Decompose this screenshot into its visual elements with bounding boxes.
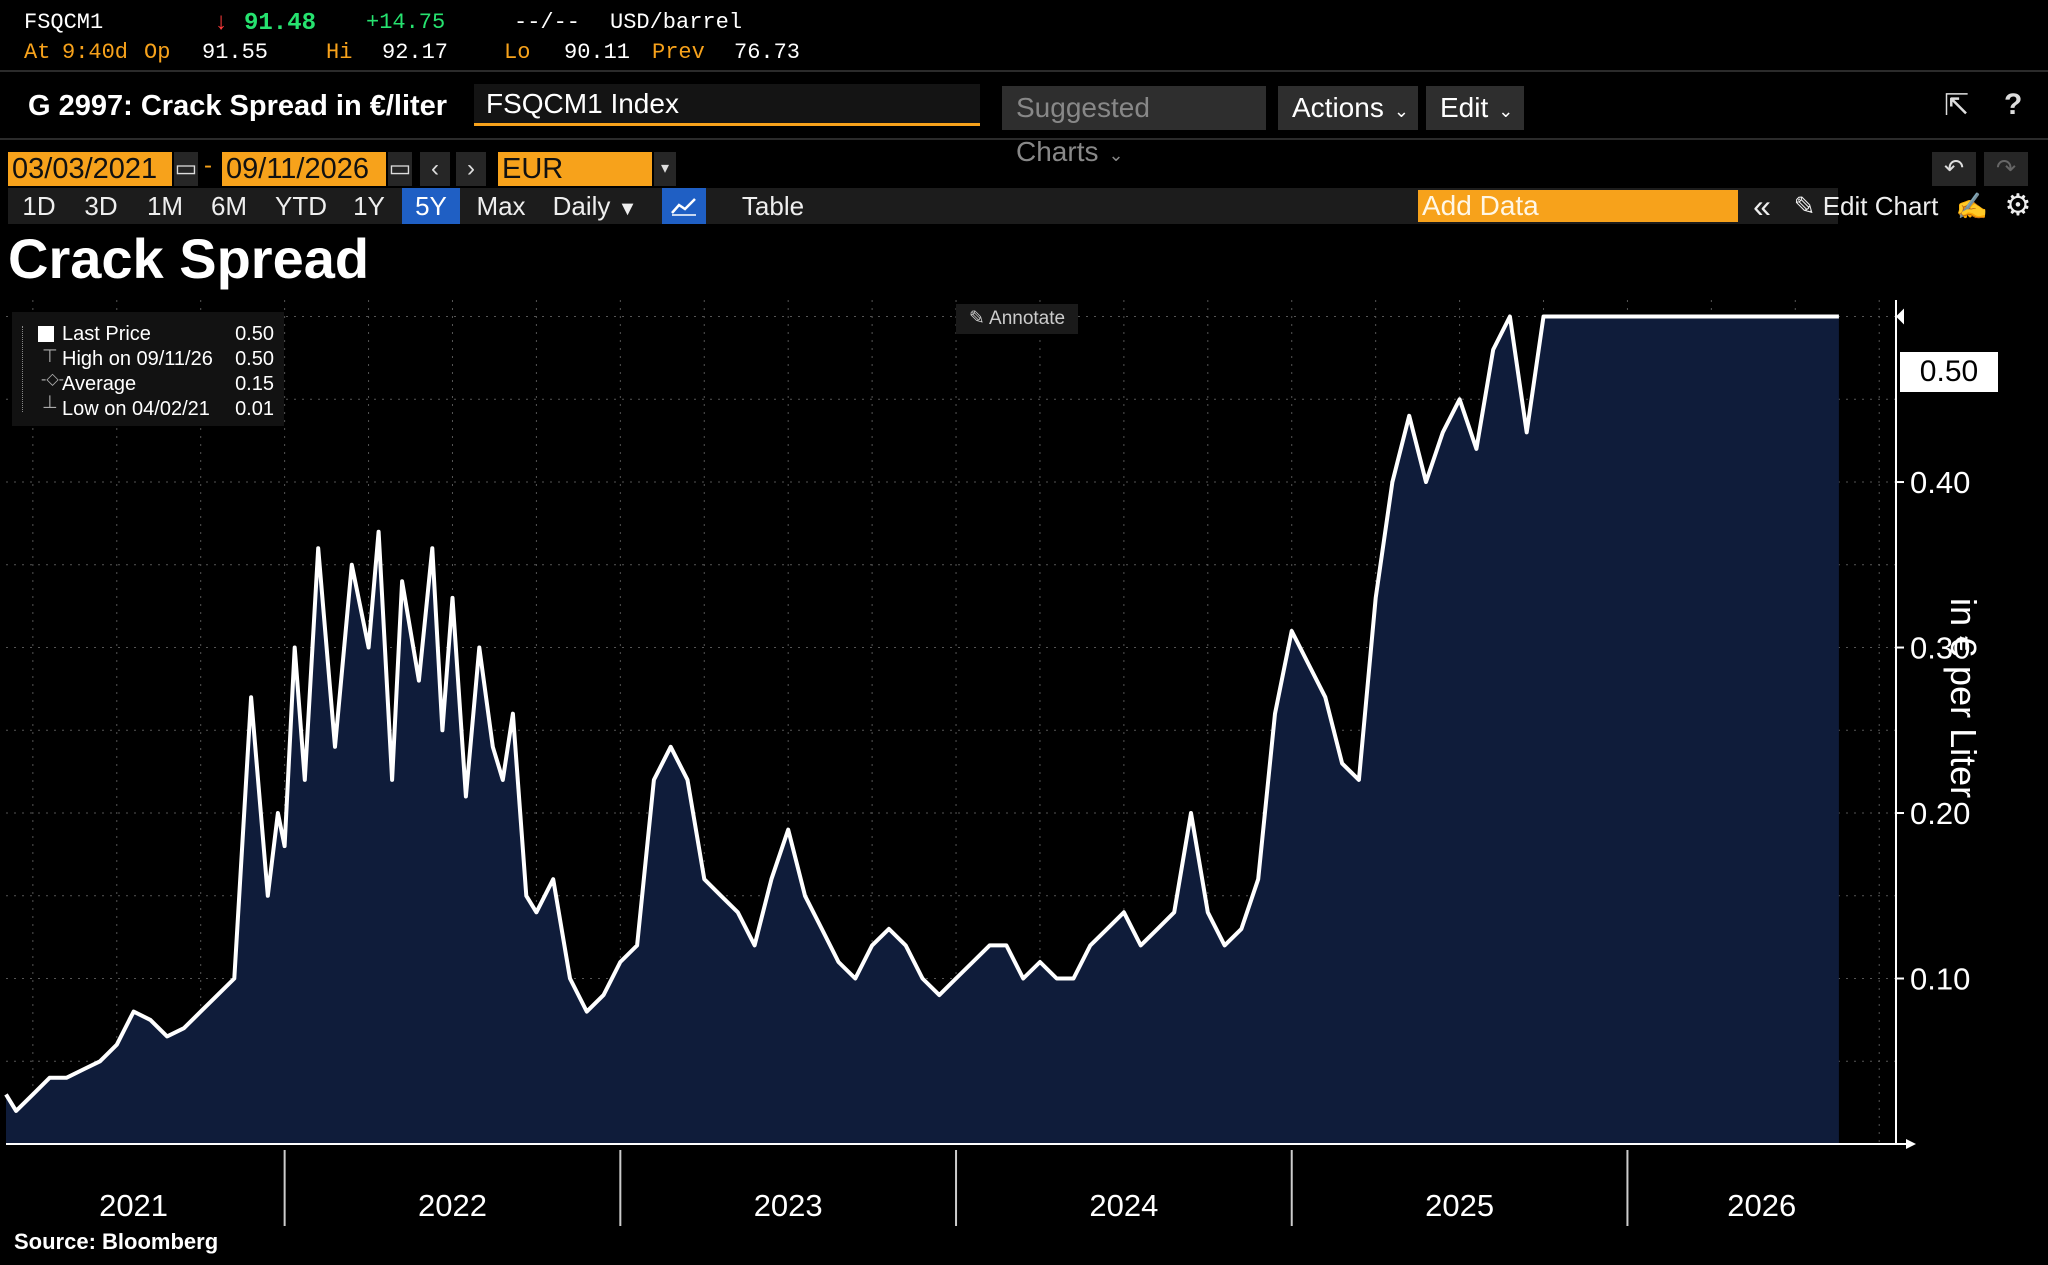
security-input[interactable]: FSQCM1 Index bbox=[474, 84, 980, 126]
legend-tree-line bbox=[22, 326, 39, 412]
y-tick-label: 0.20 bbox=[1910, 796, 1970, 831]
edit-button[interactable]: Edit ⌄ bbox=[1426, 86, 1524, 130]
high-label: Hi bbox=[326, 40, 353, 65]
x-tick-label: 2023 bbox=[754, 1188, 823, 1223]
calendar-icon[interactable]: ▭ bbox=[388, 152, 412, 186]
x-tick-label: 2022 bbox=[418, 1188, 487, 1223]
price-line[interactable] bbox=[4, 314, 1839, 1113]
previous-period-button[interactable]: ‹ bbox=[420, 152, 450, 186]
suggested-charts-label: Suggested Charts bbox=[1016, 92, 1150, 167]
calendar-icon[interactable]: ▭ bbox=[174, 152, 198, 186]
legend-swatch bbox=[38, 326, 54, 342]
chart-title: Crack Spread bbox=[8, 227, 370, 290]
high-price: 92.17 bbox=[382, 40, 449, 65]
next-period-button[interactable]: › bbox=[456, 152, 486, 186]
x-tick-label: 2025 bbox=[1425, 1188, 1494, 1223]
period-select[interactable]: Daily ▼ bbox=[544, 188, 646, 224]
prev-label: Prev bbox=[652, 40, 705, 65]
legend-average-value: 0.15 bbox=[235, 373, 274, 395]
high-marker-icon: ⊤ bbox=[42, 346, 58, 366]
chevron-down-icon[interactable]: ▾ bbox=[654, 152, 676, 186]
add-data-input[interactable]: Add Data bbox=[1418, 190, 1738, 222]
last-price: 91.48 bbox=[244, 10, 317, 37]
ticker-symbol: FSQCM1 bbox=[24, 10, 104, 35]
caret-down-icon: ▼ bbox=[617, 198, 638, 220]
gear-icon[interactable]: ⚙ bbox=[2004, 189, 2032, 222]
open-label: Op bbox=[144, 40, 171, 65]
x-tick-label: 2021 bbox=[99, 1188, 168, 1223]
bid-ask: --/-- bbox=[514, 10, 581, 35]
quote-time: 9:40d bbox=[62, 40, 129, 65]
date-separator: - bbox=[204, 152, 212, 179]
chevron-down-icon: ⌄ bbox=[1393, 101, 1409, 121]
open-price: 91.55 bbox=[202, 40, 269, 65]
pencil-icon: ✎ bbox=[1793, 191, 1816, 221]
edit-label: Edit bbox=[1440, 92, 1489, 123]
y-axis-label: in € per Liter bbox=[1943, 598, 1984, 799]
currency-select[interactable]: EUR bbox=[498, 152, 652, 186]
edit-chart-label: Edit Chart bbox=[1822, 191, 1939, 221]
chart-legend: ⊤ -◇- ⊥ Last Price 0.50 High on 09/11/26… bbox=[12, 312, 284, 426]
annotate-label: Annotate bbox=[989, 308, 1066, 329]
chevron-down-icon: ⌄ bbox=[1498, 101, 1514, 121]
x-axis-arrow-icon bbox=[1906, 1139, 1916, 1149]
range-ytd[interactable]: YTD bbox=[275, 191, 327, 221]
suggested-charts-button[interactable]: Suggested Charts ⌄ bbox=[1002, 86, 1266, 167]
time-label: At bbox=[24, 40, 51, 65]
last-value-label: 0.50 bbox=[1900, 352, 1998, 392]
legend-high-value: 0.50 bbox=[235, 348, 274, 370]
price-unit: USD/barrel bbox=[610, 10, 743, 35]
end-date-input[interactable]: 09/11/2026 bbox=[222, 152, 386, 186]
low-marker-icon: ⊥ bbox=[42, 392, 58, 412]
actions-button[interactable]: Actions ⌄ bbox=[1278, 86, 1418, 130]
price-area bbox=[6, 316, 1839, 1144]
range-3d[interactable]: 3D bbox=[84, 191, 118, 221]
range-1m[interactable]: 1M bbox=[146, 191, 184, 221]
down-arrow-icon: ↓ bbox=[214, 10, 229, 37]
share-icon[interactable]: ⇱ bbox=[1944, 89, 1970, 122]
range-5y[interactable]: 5Y bbox=[402, 188, 460, 224]
range-1y[interactable]: 1Y bbox=[353, 191, 385, 221]
legend-last-label: Last Price bbox=[62, 323, 151, 345]
table-view-button[interactable]: Table bbox=[741, 191, 805, 221]
y-tick-label: 0.40 bbox=[1910, 465, 1970, 500]
edit-chart-button[interactable]: ✎ Edit Chart bbox=[1786, 188, 1946, 224]
x-tick-label: 2024 bbox=[1089, 1188, 1158, 1223]
legend-low-label: Low on 04/02/21 bbox=[62, 398, 210, 420]
redo-icon[interactable]: ↷ bbox=[1984, 152, 2028, 186]
x-tick-label: 2026 bbox=[1727, 1188, 1796, 1223]
help-icon[interactable]: ? bbox=[2004, 88, 2023, 121]
line-chart-glyph bbox=[671, 198, 696, 216]
range-6m[interactable]: 6M bbox=[210, 191, 248, 221]
last-value-pointer bbox=[1896, 308, 1904, 325]
legend-last-value: 0.50 bbox=[235, 323, 274, 345]
range-max[interactable]: Max bbox=[476, 191, 526, 221]
legend-average-label: Average bbox=[62, 373, 137, 395]
actions-label: Actions bbox=[1292, 92, 1384, 123]
chevron-down-icon: ⌄ bbox=[1108, 145, 1124, 165]
legend-high-label: High on 09/11/26 bbox=[62, 348, 213, 370]
period-label: Daily bbox=[552, 191, 611, 221]
source-note: Source: Bloomberg bbox=[14, 1229, 219, 1254]
y-tick-label: 0.30 bbox=[1910, 631, 1970, 666]
annotate-tool-icon[interactable]: ✍ bbox=[1955, 191, 1989, 221]
range-1d[interactable]: 1D bbox=[22, 191, 56, 221]
legend-low-value: 0.01 bbox=[235, 398, 274, 420]
divider bbox=[0, 138, 2048, 140]
undo-icon[interactable]: ↶ bbox=[1932, 152, 1976, 186]
start-date-input[interactable]: 03/03/2021 bbox=[8, 152, 172, 186]
divider bbox=[0, 70, 2048, 72]
pencil-icon: ✎ bbox=[968, 308, 985, 329]
low-price: 90.11 bbox=[564, 40, 631, 65]
prev-price: 76.73 bbox=[734, 40, 801, 65]
annotate-button[interactable]: ✎ Annotate bbox=[956, 304, 1078, 334]
line-chart-icon[interactable] bbox=[662, 188, 706, 224]
low-label: Lo bbox=[504, 40, 531, 65]
collapse-icon[interactable]: « bbox=[1753, 188, 1771, 224]
price-change: +14.75 bbox=[366, 10, 446, 35]
y-tick-label: 0.10 bbox=[1910, 962, 1970, 997]
average-marker-icon: -◇- bbox=[41, 371, 64, 388]
page-title: G 2997: Crack Spread in €/liter bbox=[28, 90, 448, 122]
